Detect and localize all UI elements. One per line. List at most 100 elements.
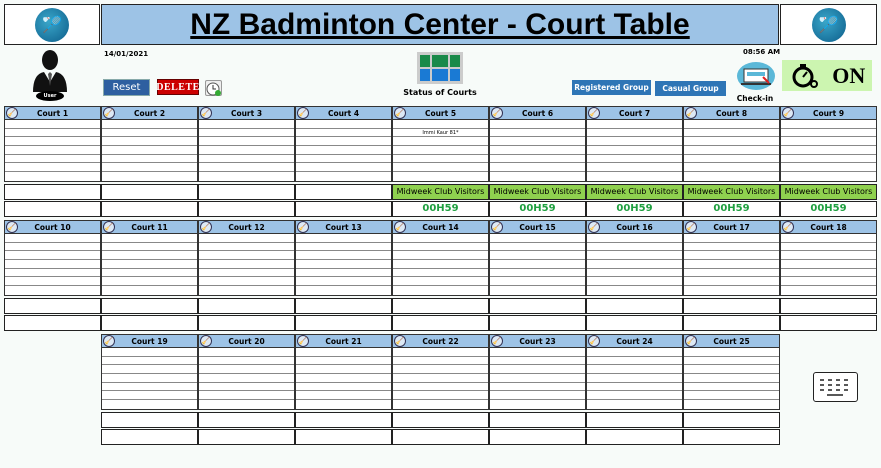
player-slot[interactable]: Immi Kaur 81*: [393, 129, 488, 138]
player-slot[interactable]: [296, 269, 391, 278]
player-slot[interactable]: [296, 286, 391, 295]
player-slot[interactable]: [684, 348, 779, 357]
player-slot[interactable]: [781, 260, 876, 269]
player-slot[interactable]: [490, 155, 585, 164]
add-time-button[interactable]: [205, 80, 222, 96]
player-slot[interactable]: [296, 260, 391, 269]
player-slot[interactable]: [684, 163, 779, 173]
player-slot[interactable]: [199, 269, 294, 278]
player-slot[interactable]: [781, 146, 876, 155]
player-slot[interactable]: [684, 155, 779, 164]
player-slot[interactable]: [296, 234, 391, 243]
broom-clear-icon[interactable]: 🧹: [685, 335, 697, 347]
broom-clear-icon[interactable]: 🧹: [103, 221, 115, 233]
player-slot[interactable]: [684, 357, 779, 366]
player-slot[interactable]: [102, 243, 197, 252]
broom-clear-icon[interactable]: 🧹: [491, 221, 503, 233]
player-slot[interactable]: [199, 251, 294, 261]
player-slot[interactable]: [102, 234, 197, 243]
player-slot[interactable]: [199, 243, 294, 252]
player-slot[interactable]: [102, 383, 197, 392]
player-slot[interactable]: [490, 146, 585, 155]
player-slot[interactable]: [393, 243, 488, 252]
player-slot[interactable]: [393, 400, 488, 409]
player-slot[interactable]: [587, 172, 682, 181]
player-slot[interactable]: [199, 383, 294, 392]
player-slot[interactable]: [199, 234, 294, 243]
player-slot[interactable]: [490, 269, 585, 278]
player-slot[interactable]: [5, 277, 100, 287]
player-slot[interactable]: [781, 251, 876, 261]
player-slot[interactable]: [5, 163, 100, 173]
player-slot[interactable]: [587, 163, 682, 173]
broom-clear-icon[interactable]: 🧹: [297, 335, 309, 347]
player-slot[interactable]: [199, 357, 294, 366]
player-slot[interactable]: [199, 120, 294, 129]
player-slot[interactable]: [296, 365, 391, 375]
player-slot[interactable]: [587, 234, 682, 243]
player-slot[interactable]: [393, 269, 488, 278]
player-slot[interactable]: [393, 277, 488, 287]
broom-clear-icon[interactable]: 🧹: [685, 107, 697, 119]
player-slot[interactable]: [587, 348, 682, 357]
broom-clear-icon[interactable]: 🧹: [394, 221, 406, 233]
player-slot[interactable]: [393, 234, 488, 243]
player-slot[interactable]: [587, 269, 682, 278]
player-slot[interactable]: [490, 277, 585, 287]
player-slot[interactable]: [102, 172, 197, 181]
player-slot[interactable]: [199, 365, 294, 375]
player-slot[interactable]: [587, 357, 682, 366]
player-slot[interactable]: [393, 260, 488, 269]
player-slot[interactable]: [393, 348, 488, 357]
broom-clear-icon[interactable]: 🧹: [588, 335, 600, 347]
player-slot[interactable]: [393, 286, 488, 295]
user-avatar[interactable]: User: [30, 48, 70, 104]
player-slot[interactable]: [199, 286, 294, 295]
player-slot[interactable]: [296, 251, 391, 261]
player-slot[interactable]: [199, 348, 294, 357]
registered-group-button[interactable]: Registered Group: [572, 80, 651, 95]
player-slot[interactable]: [684, 391, 779, 401]
player-slot[interactable]: [781, 120, 876, 129]
player-slot[interactable]: [781, 137, 876, 147]
player-slot[interactable]: [684, 286, 779, 295]
player-slot[interactable]: [393, 172, 488, 181]
player-slot[interactable]: [296, 277, 391, 287]
player-slot[interactable]: [684, 243, 779, 252]
player-slot[interactable]: [102, 129, 197, 138]
player-slot[interactable]: [393, 365, 488, 375]
player-slot[interactable]: [490, 260, 585, 269]
player-slot[interactable]: [490, 400, 585, 409]
player-slot[interactable]: [199, 137, 294, 147]
player-slot[interactable]: [781, 155, 876, 164]
player-slot[interactable]: [684, 251, 779, 261]
player-slot[interactable]: [199, 391, 294, 401]
delete-button[interactable]: DELETE: [156, 79, 199, 95]
player-slot[interactable]: [393, 120, 488, 129]
broom-clear-icon[interactable]: 🧹: [200, 221, 212, 233]
player-slot[interactable]: [5, 129, 100, 138]
player-slot[interactable]: [490, 348, 585, 357]
broom-clear-icon[interactable]: 🧹: [297, 107, 309, 119]
broom-clear-icon[interactable]: 🧹: [103, 107, 115, 119]
player-slot[interactable]: [587, 391, 682, 401]
player-slot[interactable]: [781, 172, 876, 181]
player-slot[interactable]: [102, 137, 197, 147]
broom-clear-icon[interactable]: 🧹: [491, 335, 503, 347]
player-slot[interactable]: [5, 243, 100, 252]
player-slot[interactable]: [684, 137, 779, 147]
player-slot[interactable]: [684, 374, 779, 383]
player-slot[interactable]: [296, 383, 391, 392]
casual-group-button[interactable]: Casual Group: [655, 81, 726, 96]
player-slot[interactable]: [393, 137, 488, 147]
player-slot[interactable]: [393, 374, 488, 383]
player-slot[interactable]: [102, 251, 197, 261]
broom-clear-icon[interactable]: 🧹: [200, 107, 212, 119]
player-slot[interactable]: [102, 155, 197, 164]
broom-clear-icon[interactable]: 🧹: [491, 107, 503, 119]
player-slot[interactable]: [490, 391, 585, 401]
player-slot[interactable]: [684, 129, 779, 138]
player-slot[interactable]: [296, 357, 391, 366]
player-slot[interactable]: [102, 374, 197, 383]
broom-clear-icon[interactable]: 🧹: [6, 107, 18, 119]
